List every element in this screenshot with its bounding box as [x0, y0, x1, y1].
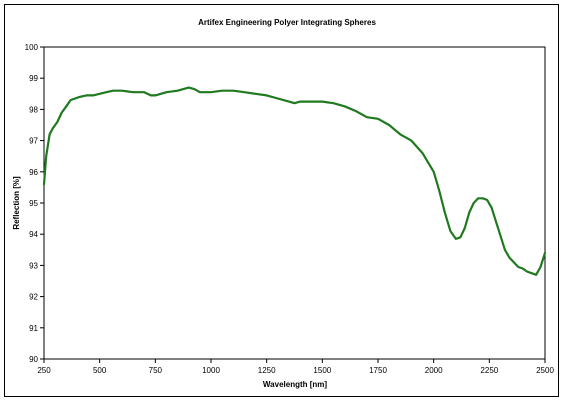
x-tick-label: 2250 [480, 366, 498, 375]
x-axis-ticks: 250 500 750 1000 1250 1500 1750 2000 2250 2500 [37, 359, 554, 375]
series-layer [42, 86, 547, 276]
y-tick-label: 93 [29, 261, 38, 270]
y-axis-title: Reflection [%] [12, 176, 21, 230]
y-tick-label: 98 [29, 105, 38, 114]
chart-title: Artifex Engineering Polyer Integrating S… [198, 18, 376, 27]
y-tick-label: 97 [29, 137, 38, 146]
x-tick-label: 500 [93, 366, 107, 375]
x-tick-label: 250 [37, 366, 51, 375]
y-tick-label: 91 [29, 324, 38, 333]
y-tick-label: 94 [29, 230, 38, 239]
x-tick-label: 2500 [536, 366, 554, 375]
reflection-chart: Artifex Engineering Polyer Integrating S… [12, 18, 554, 389]
y-tick-label: 90 [29, 355, 38, 364]
x-tick-label: 750 [149, 366, 163, 375]
x-axis-title: Wavelength [nm] [263, 380, 327, 389]
y-tick-label: 92 [29, 293, 38, 302]
x-tick-label: 1500 [313, 366, 331, 375]
y-tick-label: 96 [29, 168, 38, 177]
y-axis-ticks: 90 91 92 93 94 95 96 97 98 99 100 [25, 43, 44, 364]
reflection-series-line [42, 86, 547, 276]
y-tick-label: 100 [25, 43, 39, 52]
x-tick-label: 1250 [258, 366, 276, 375]
plot-area [43, 46, 546, 360]
x-tick-label: 2000 [425, 366, 443, 375]
x-tick-label: 1750 [369, 366, 387, 375]
y-tick-label: 95 [29, 199, 38, 208]
y-tick-label: 99 [29, 74, 38, 83]
x-tick-label: 1000 [202, 366, 220, 375]
chart-frame: Artifex Engineering Polyer Integrating S… [4, 4, 559, 397]
